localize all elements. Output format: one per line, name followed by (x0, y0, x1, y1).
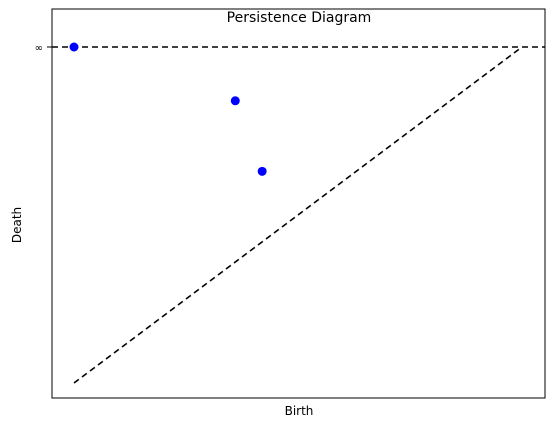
data-points (69, 42, 267, 176)
plot-frame (51, 8, 546, 399)
data-point (230, 96, 240, 106)
reference-lines (52, 46, 545, 384)
data-point (257, 166, 267, 176)
diagonal-line (73, 46, 523, 384)
y-tick-label-infinity: ∞ (35, 43, 43, 54)
chart-title: Persistence Diagram (227, 10, 372, 26)
x-axis-label: Birth (285, 404, 314, 418)
y-axis-ticks: ∞ (35, 43, 52, 54)
y-axis-label: Death (10, 207, 24, 243)
data-point (69, 42, 79, 52)
